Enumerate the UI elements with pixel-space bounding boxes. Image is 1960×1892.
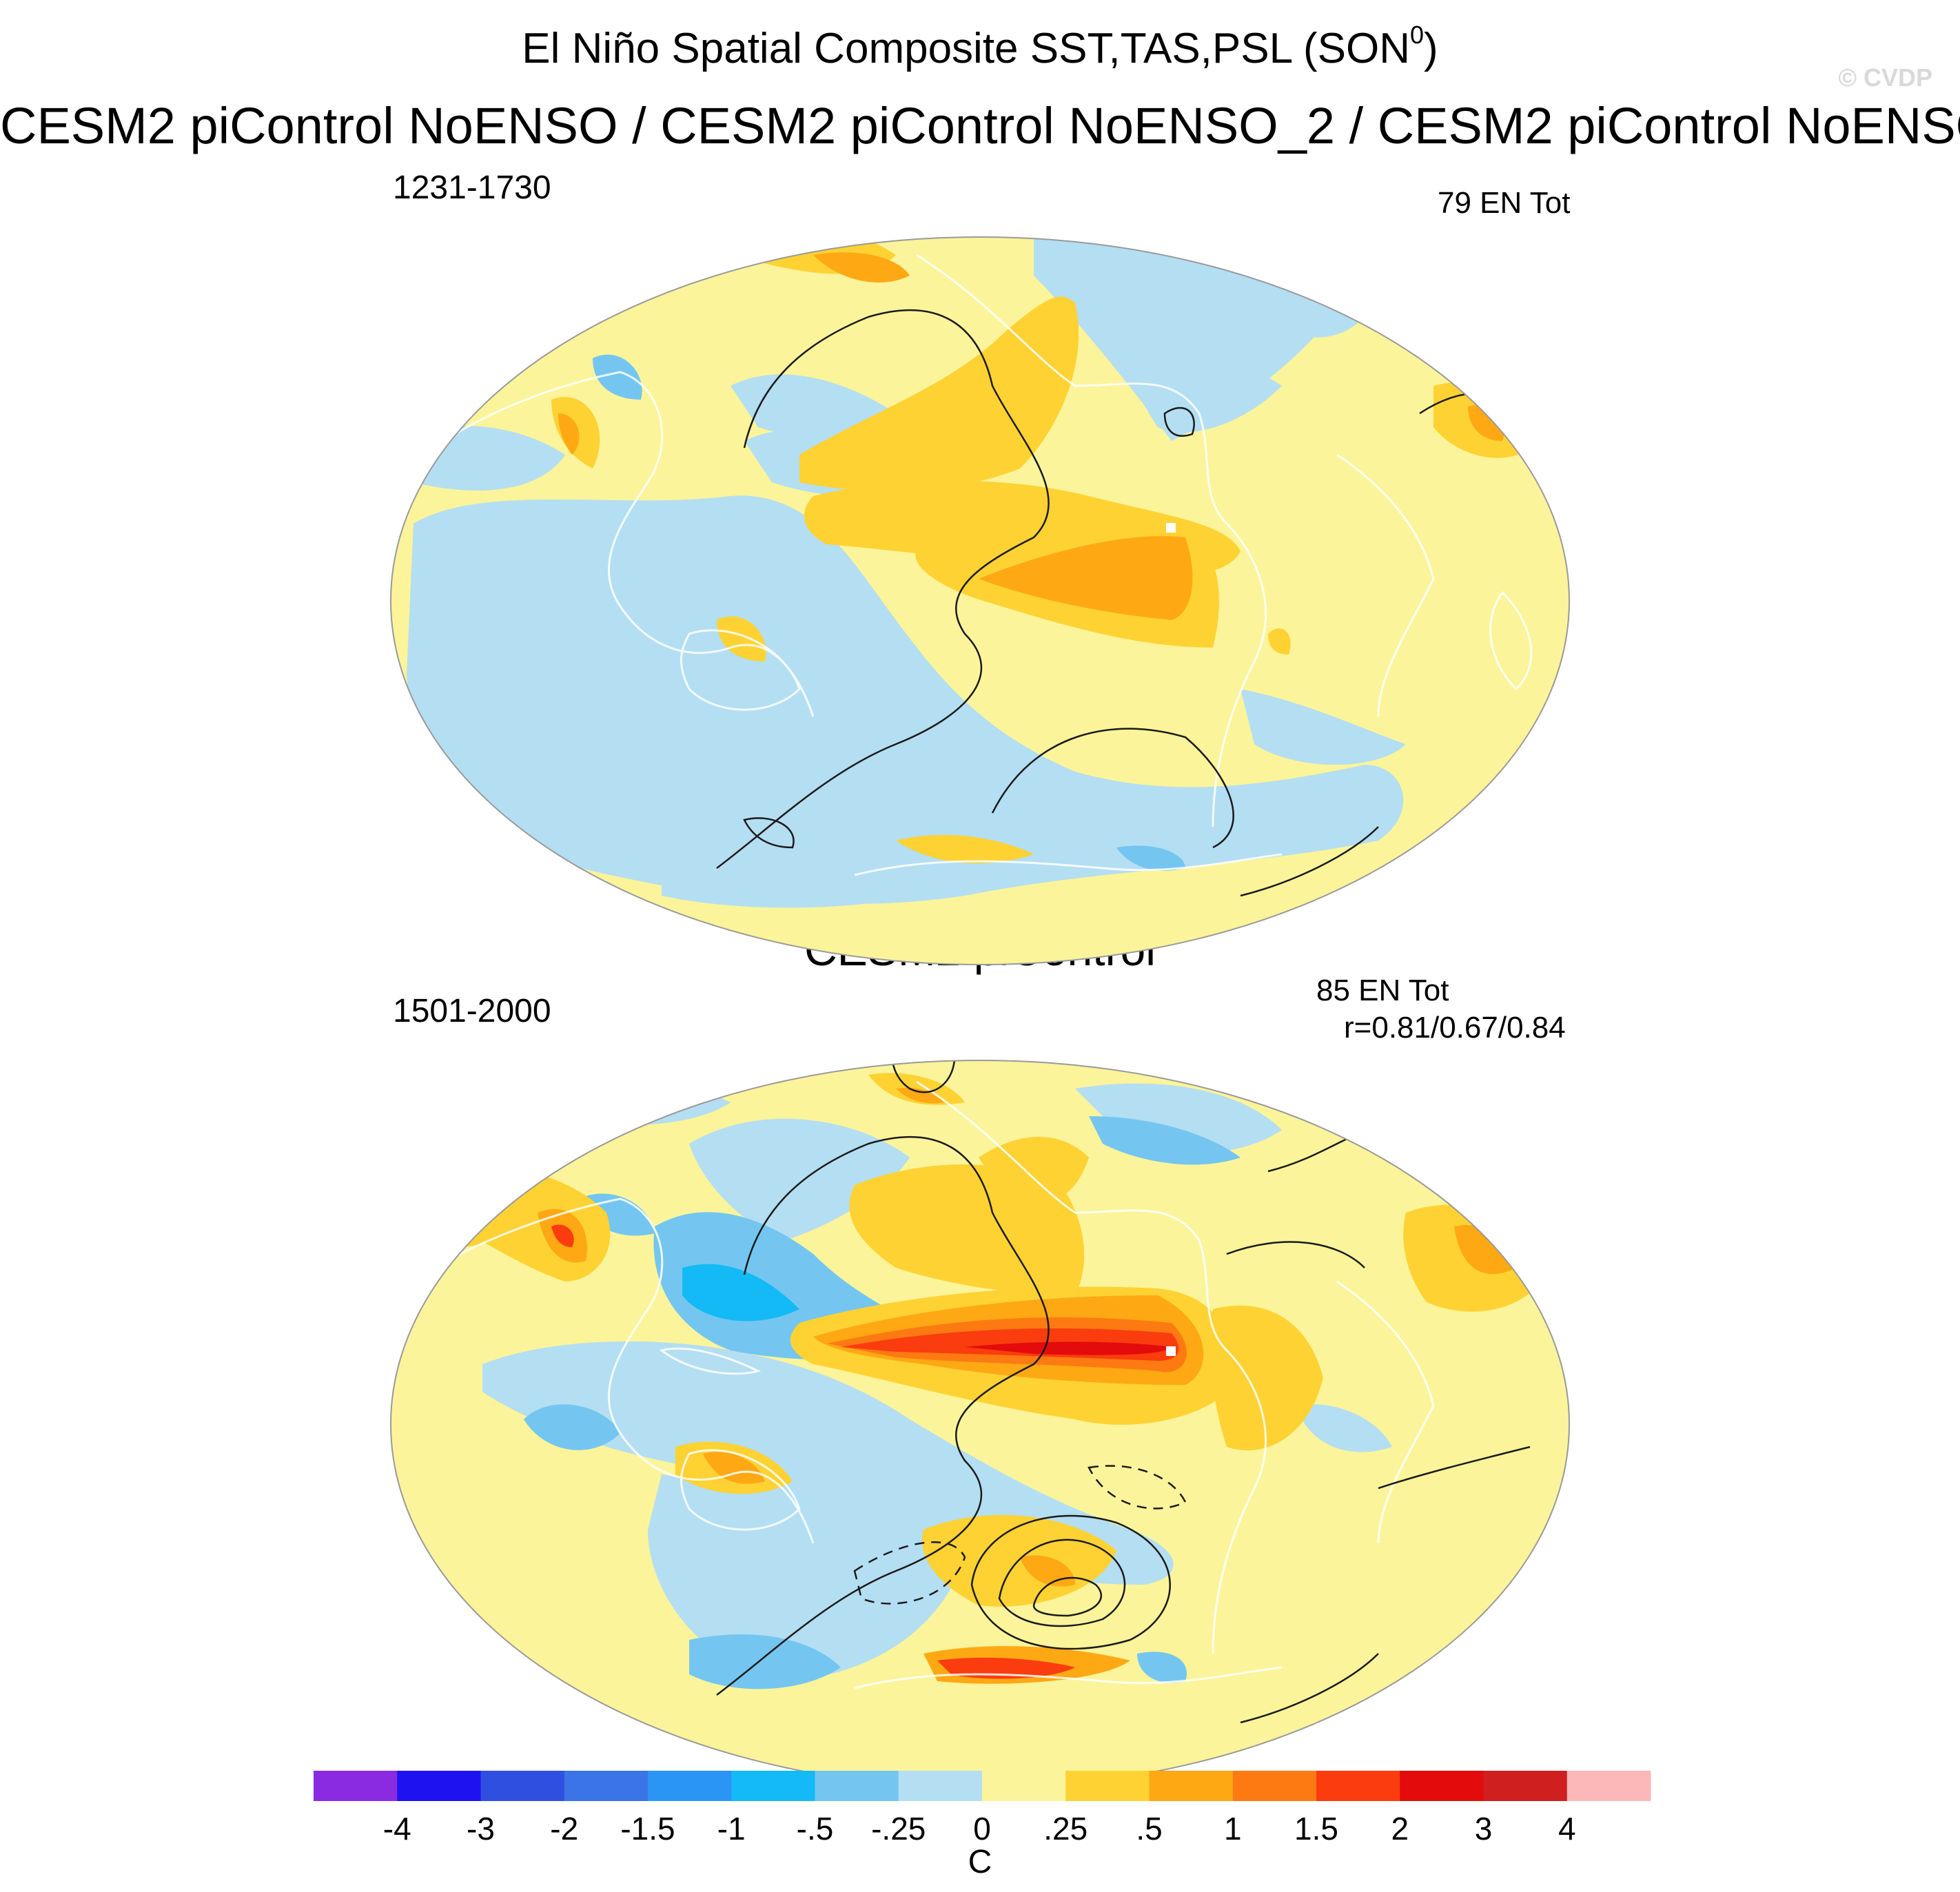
- colorbar-tick-label: .25: [1043, 1811, 1088, 1847]
- colorbar-swatch: [648, 1771, 732, 1801]
- figure-subtitle: CESM2 piControl NoENSO / CESM2 piControl…: [0, 97, 1960, 154]
- figure-title: El Niño Spatial Composite SST,TAS,PSL (S…: [0, 21, 1960, 73]
- colorbar-swatch: [397, 1771, 481, 1801]
- colorbar-swatch: [1316, 1771, 1400, 1801]
- colorbar: -4 -3 -2 -1.5 -1 -.5 -.25 0 .25 .5 1 1.5 2 3 4: [314, 1771, 1651, 1847]
- panel-1-coastlines: [433, 254, 1533, 876]
- figure-title-text: El Niño Spatial Composite SST,TAS,PSL (S…: [522, 25, 1411, 72]
- panel-2-period: 1501-2000: [393, 993, 551, 1029]
- panel-2-map: [390, 1060, 1570, 1789]
- panel-1-map-border: [390, 236, 1570, 965]
- figure-title-superscript: 0: [1410, 21, 1425, 49]
- colorbar-swatch: [731, 1771, 815, 1801]
- colorbar-tick-label: -3: [467, 1811, 495, 1847]
- colorbar-tick-label: -4: [383, 1811, 411, 1847]
- panel-1-marker: [1166, 523, 1176, 533]
- colorbar-swatch: [898, 1771, 983, 1801]
- panel-1-event-count: 79 EN Tot: [1438, 186, 1571, 220]
- figure-title-close: ): [1424, 25, 1438, 72]
- panel-1-period: 1231-1730: [393, 169, 551, 206]
- colorbar-swatch: [480, 1771, 565, 1801]
- colorbar-tick-label: -1.5: [620, 1811, 675, 1847]
- colorbar-tick-label: 1.5: [1294, 1811, 1338, 1847]
- colorbar-tick-label: 1: [1224, 1811, 1242, 1847]
- colorbar-swatch: [815, 1771, 899, 1801]
- colorbar-swatch: [564, 1771, 649, 1801]
- panel-2-anomaly-fill: [414, 1073, 1551, 1689]
- colorbar-tick-label: 3: [1475, 1811, 1493, 1847]
- colorbar-swatch: [1149, 1771, 1234, 1801]
- colorbar-swatch: [1400, 1771, 1484, 1801]
- colorbar-tick-label: 4: [1558, 1811, 1576, 1847]
- panel-2-marker: [1166, 1346, 1176, 1356]
- colorbar-tick-label: 2: [1391, 1811, 1409, 1847]
- panel-2-event-count: 85 EN Tot: [1316, 974, 1449, 1007]
- colorbar-tick-label: -1: [717, 1811, 746, 1847]
- panel-1-map: [390, 236, 1570, 965]
- panel-2-coastlines: [433, 1080, 1435, 1689]
- colorbar-tick-label: -.5: [797, 1811, 834, 1847]
- watermark: © CVDP: [1838, 63, 1932, 92]
- colorbar-swatch: [1483, 1771, 1568, 1801]
- colorbar-swatch: [1065, 1771, 1150, 1801]
- colorbar-swatch: [1566, 1771, 1651, 1801]
- colorbar-tick-label: -.25: [871, 1811, 926, 1847]
- colorbar-tick-label: -2: [550, 1811, 578, 1847]
- colorbar-swatch: [1232, 1771, 1317, 1801]
- colorbar-swatch: [314, 1771, 398, 1801]
- colorbar-tick-label: .5: [1136, 1811, 1162, 1847]
- colorbar-swatch: [982, 1771, 1066, 1801]
- colorbar-tick-label: 0: [973, 1811, 991, 1847]
- colorbar-unit: C: [968, 1844, 992, 1880]
- panel-2-correlation: r=0.81/0.67/0.84: [1344, 1011, 1566, 1045]
